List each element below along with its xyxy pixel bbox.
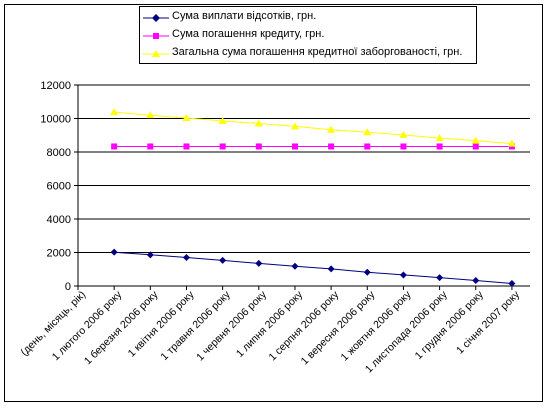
data-point (290, 122, 299, 130)
y-tick-label: 10000 (40, 114, 71, 126)
x-tick-label: 1 липня 2006 року (234, 288, 306, 360)
data-point (110, 108, 119, 116)
x-tick-label: 1 грудня 2006 року (413, 288, 487, 362)
data-point (327, 265, 335, 273)
chart-frame (4, 4, 543, 402)
data-point (219, 143, 226, 150)
legend-line-total-icon (143, 50, 169, 57)
y-tick-label: 2000 (47, 248, 71, 260)
data-point (436, 274, 444, 282)
data-point (110, 248, 118, 256)
y-tick-label: 12000 (40, 80, 71, 92)
data-point (472, 143, 479, 150)
data-point (327, 125, 336, 133)
x-tick-label: 1 травня 2006 року (158, 288, 233, 363)
legend-line-credit-icon (143, 33, 169, 39)
x-tick-label: (день, місяць, рік) (18, 289, 88, 359)
data-point (218, 117, 227, 125)
y-tick-label: 0 (65, 281, 71, 293)
x-tick-label: 1 січня 2007 року (454, 288, 523, 357)
y-tick-label: 4000 (47, 214, 71, 226)
data-point (255, 143, 262, 150)
data-point (219, 256, 227, 264)
data-point (182, 113, 191, 121)
legend-label-credit: Сума погашення кредиту, грн. (172, 28, 325, 40)
data-point (399, 271, 407, 279)
data-point (363, 128, 372, 136)
data-point (254, 119, 263, 127)
data-point (183, 143, 190, 150)
data-point (508, 279, 516, 287)
legend-item-credit: Сума погашення кредиту, грн. (140, 27, 476, 45)
data-point (255, 259, 263, 267)
data-point (146, 111, 155, 119)
data-point (111, 143, 118, 150)
series-line-2 (114, 111, 512, 145)
data-point (146, 251, 154, 259)
data-point (328, 143, 335, 150)
data-point (291, 262, 299, 270)
data-point (399, 130, 408, 138)
legend-label-total: Загальна сума погашення кредитної заборг… (172, 46, 463, 58)
legend-line-interest-icon (143, 14, 169, 22)
y-tick-label: 8000 (47, 147, 71, 159)
legend-label-interest: Сума виплати відсотків, грн. (172, 10, 317, 22)
legend-item-interest: Сума виплати відсотків, грн. (140, 9, 476, 27)
data-point (291, 143, 298, 150)
series-line-0 (114, 251, 512, 284)
legend-item-total: Загальна сума погашення кредитної заборг… (140, 45, 476, 63)
data-point (436, 143, 443, 150)
data-point (364, 143, 371, 150)
x-tick-label: 1 лютого 2006 року (50, 288, 125, 363)
data-point (147, 143, 154, 150)
data-point (435, 134, 444, 142)
data-point (507, 139, 516, 147)
data-point (182, 254, 190, 262)
legend: Сума виплати відсотків, грн. Сума погаше… (139, 6, 477, 64)
data-point (471, 136, 480, 144)
x-tick-label: 1 квітня 2006 року (126, 288, 198, 360)
data-point (400, 143, 407, 150)
y-tick-label: 6000 (47, 181, 71, 193)
data-point (363, 268, 371, 276)
data-point (472, 276, 480, 284)
